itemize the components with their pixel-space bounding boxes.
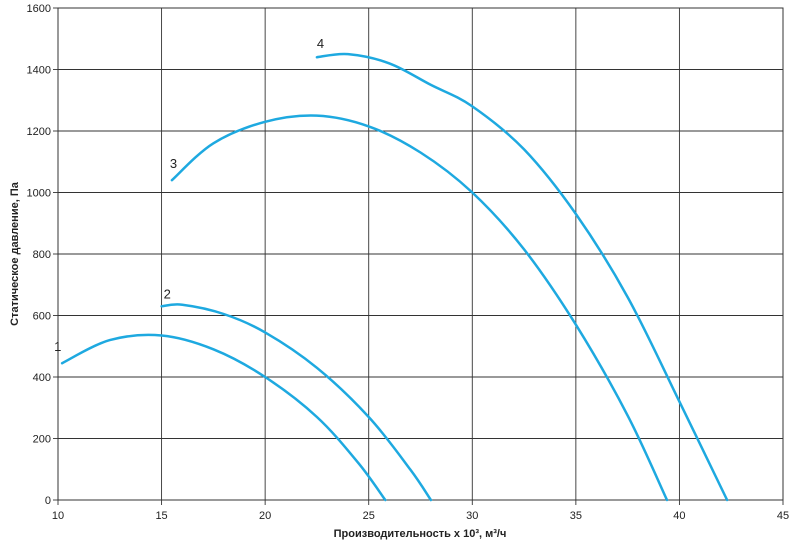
y-tick-label: 1600 (27, 3, 51, 15)
curves (60, 52, 729, 502)
curve-label-2: 2 (164, 286, 171, 301)
x-tick-label: 30 (466, 510, 478, 522)
curve-labels: 1 2 3 4 (54, 36, 324, 354)
x-axis-title: Производительность x 10³, м³/ч (334, 528, 507, 540)
x-tick-label: 35 (570, 510, 582, 522)
curve-1 (60, 333, 387, 502)
curve-4 (315, 52, 729, 502)
x-tick-label: 40 (673, 510, 685, 522)
curve-3 (170, 114, 669, 502)
y-tick-label: 200 (33, 434, 51, 446)
curve-2 (160, 303, 433, 502)
curve-label-4: 4 (317, 36, 324, 51)
curve-label-3: 3 (170, 156, 177, 171)
y-tick-label: 1000 (27, 188, 51, 200)
plot-frame (57, 7, 784, 501)
x-tick-label: 25 (363, 510, 375, 522)
y-tick-label: 1400 (27, 65, 51, 77)
y-tick-label: 0 (45, 495, 51, 507)
grid (53, 7, 784, 505)
y-tick-label: 400 (33, 372, 51, 384)
y-tick-label: 800 (33, 249, 51, 261)
y-tick-label: 600 (33, 311, 51, 323)
x-tick-label: 45 (777, 510, 789, 522)
x-tick-label: 20 (259, 510, 271, 522)
y-tick-labels: 0 200 400 600 800 1000 1200 1400 1600 (27, 3, 51, 507)
curve-label-1: 1 (54, 339, 61, 354)
x-tick-label: 15 (155, 510, 167, 522)
x-tick-labels: 10 15 20 25 30 35 40 45 (52, 510, 789, 522)
y-axis-title: Статическое давление, Па (9, 181, 21, 326)
x-tick-label: 10 (52, 510, 64, 522)
y-tick-label: 1200 (27, 126, 51, 138)
